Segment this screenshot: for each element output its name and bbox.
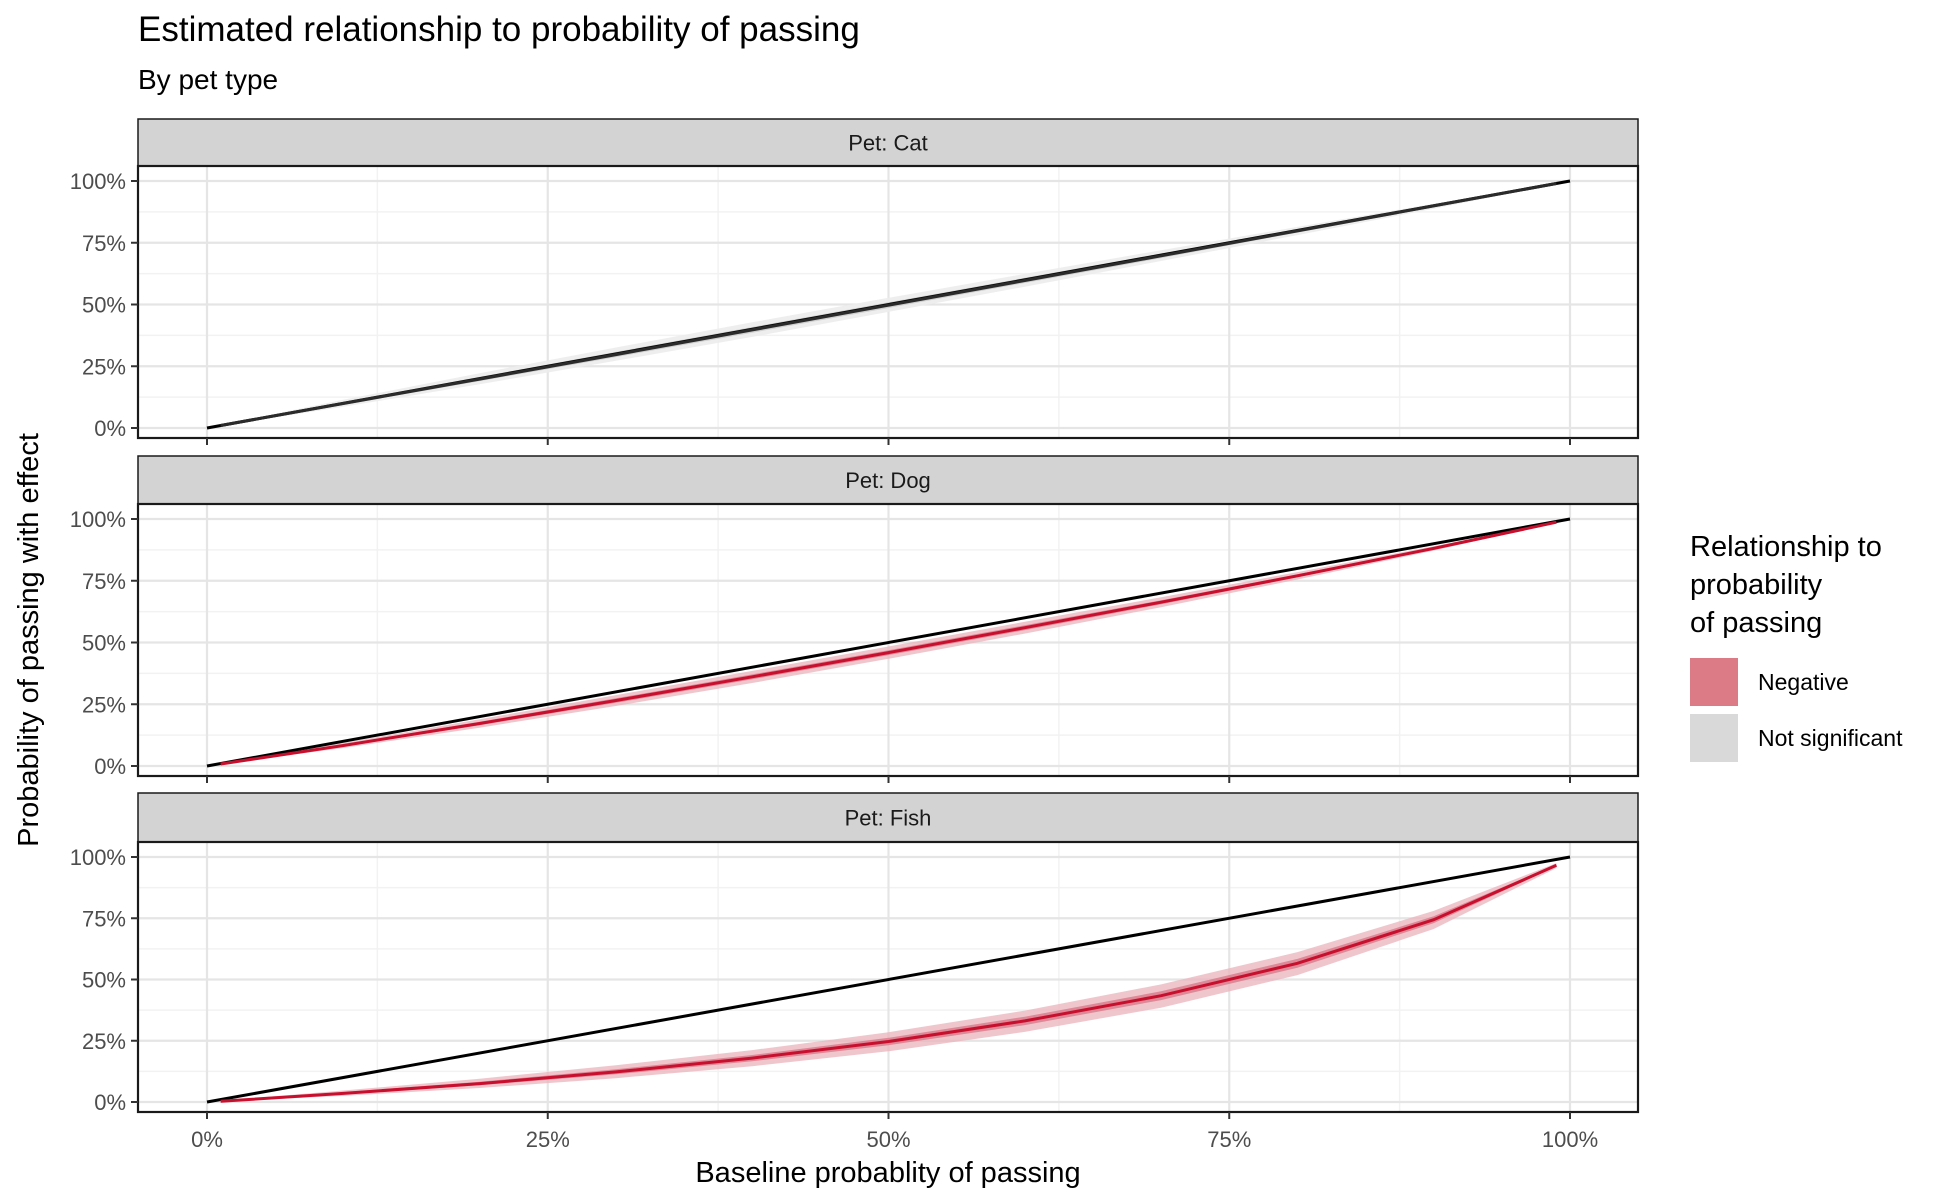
- legend-title-line-3: of passing: [1690, 607, 1823, 639]
- y-tick-label: 100%: [70, 507, 126, 532]
- legend: Relationship to probability of passing N…: [1690, 528, 1930, 764]
- legend-label-not-significant: Not significant: [1758, 724, 1903, 751]
- y-tick-label: 100%: [70, 845, 126, 870]
- chart-title: Estimated relationship to probability of…: [138, 10, 860, 49]
- x-axis-title: Baseline probablity of passing: [695, 1157, 1080, 1189]
- y-tick-label: 50%: [82, 293, 126, 318]
- series-line: [220, 520, 1557, 766]
- x-tick-label: 100%: [1542, 1127, 1598, 1152]
- legend-key-negative: [1690, 658, 1738, 706]
- y-tick-label: 100%: [70, 169, 126, 194]
- y-tick-label: 25%: [82, 354, 126, 379]
- legend-title: Relationship to probability of passing: [1690, 528, 1930, 642]
- facet-strip-label: Pet: Dog: [845, 468, 931, 493]
- facet-strip-label: Pet: Cat: [848, 131, 927, 156]
- y-tick-label: 25%: [82, 1029, 126, 1054]
- y-tick-label: 50%: [82, 968, 126, 993]
- reference-line: [206, 517, 1571, 768]
- panel-2: Pet: Fish 0% 25% 50% 75% 100% 0% 25% 50% 75% 100%: [70, 792, 1640, 1152]
- series-line: [220, 863, 1558, 1103]
- panel-0: Pet: Cat 0% 25% 50% 75% 100%: [70, 118, 1640, 445]
- y-tick-label: 0%: [94, 1090, 126, 1115]
- legend-title-line-1: Relationship to: [1690, 531, 1882, 563]
- y-axis-title: Probability of passing with effect: [13, 433, 45, 847]
- y-tick-label: 75%: [82, 569, 126, 594]
- y-tick-label: 75%: [82, 231, 126, 256]
- series-line: [220, 182, 1557, 427]
- legend-title-line-2: probability: [1690, 569, 1823, 601]
- y-tick-label: 50%: [82, 631, 126, 656]
- facet-strip: [137, 455, 1639, 505]
- legend-key-not-significant: [1690, 714, 1738, 762]
- reference-line: [206, 855, 1571, 1104]
- facet-strip-label: Pet: Fish: [845, 806, 932, 831]
- legend-item-negative: Negative: [1690, 656, 1930, 708]
- panel-1: Pet: Dog 0% 25% 50% 75% 100%: [70, 455, 1640, 783]
- legend-label-negative: Negative: [1758, 668, 1849, 695]
- y-tick-label: 0%: [94, 754, 126, 779]
- x-tick-label: 50%: [866, 1127, 910, 1152]
- y-tick-label: 75%: [82, 906, 126, 931]
- x-tick-label: 25%: [526, 1127, 570, 1152]
- x-tick-label: 75%: [1207, 1127, 1251, 1152]
- chart-subtitle: By pet type: [138, 64, 279, 95]
- y-tick-label: 25%: [82, 692, 126, 717]
- facet-strip: [137, 792, 1639, 843]
- legend-item-not-significant: Not significant: [1690, 712, 1930, 764]
- x-tick-label: 0%: [191, 1127, 223, 1152]
- y-tick-label: 0%: [94, 416, 126, 441]
